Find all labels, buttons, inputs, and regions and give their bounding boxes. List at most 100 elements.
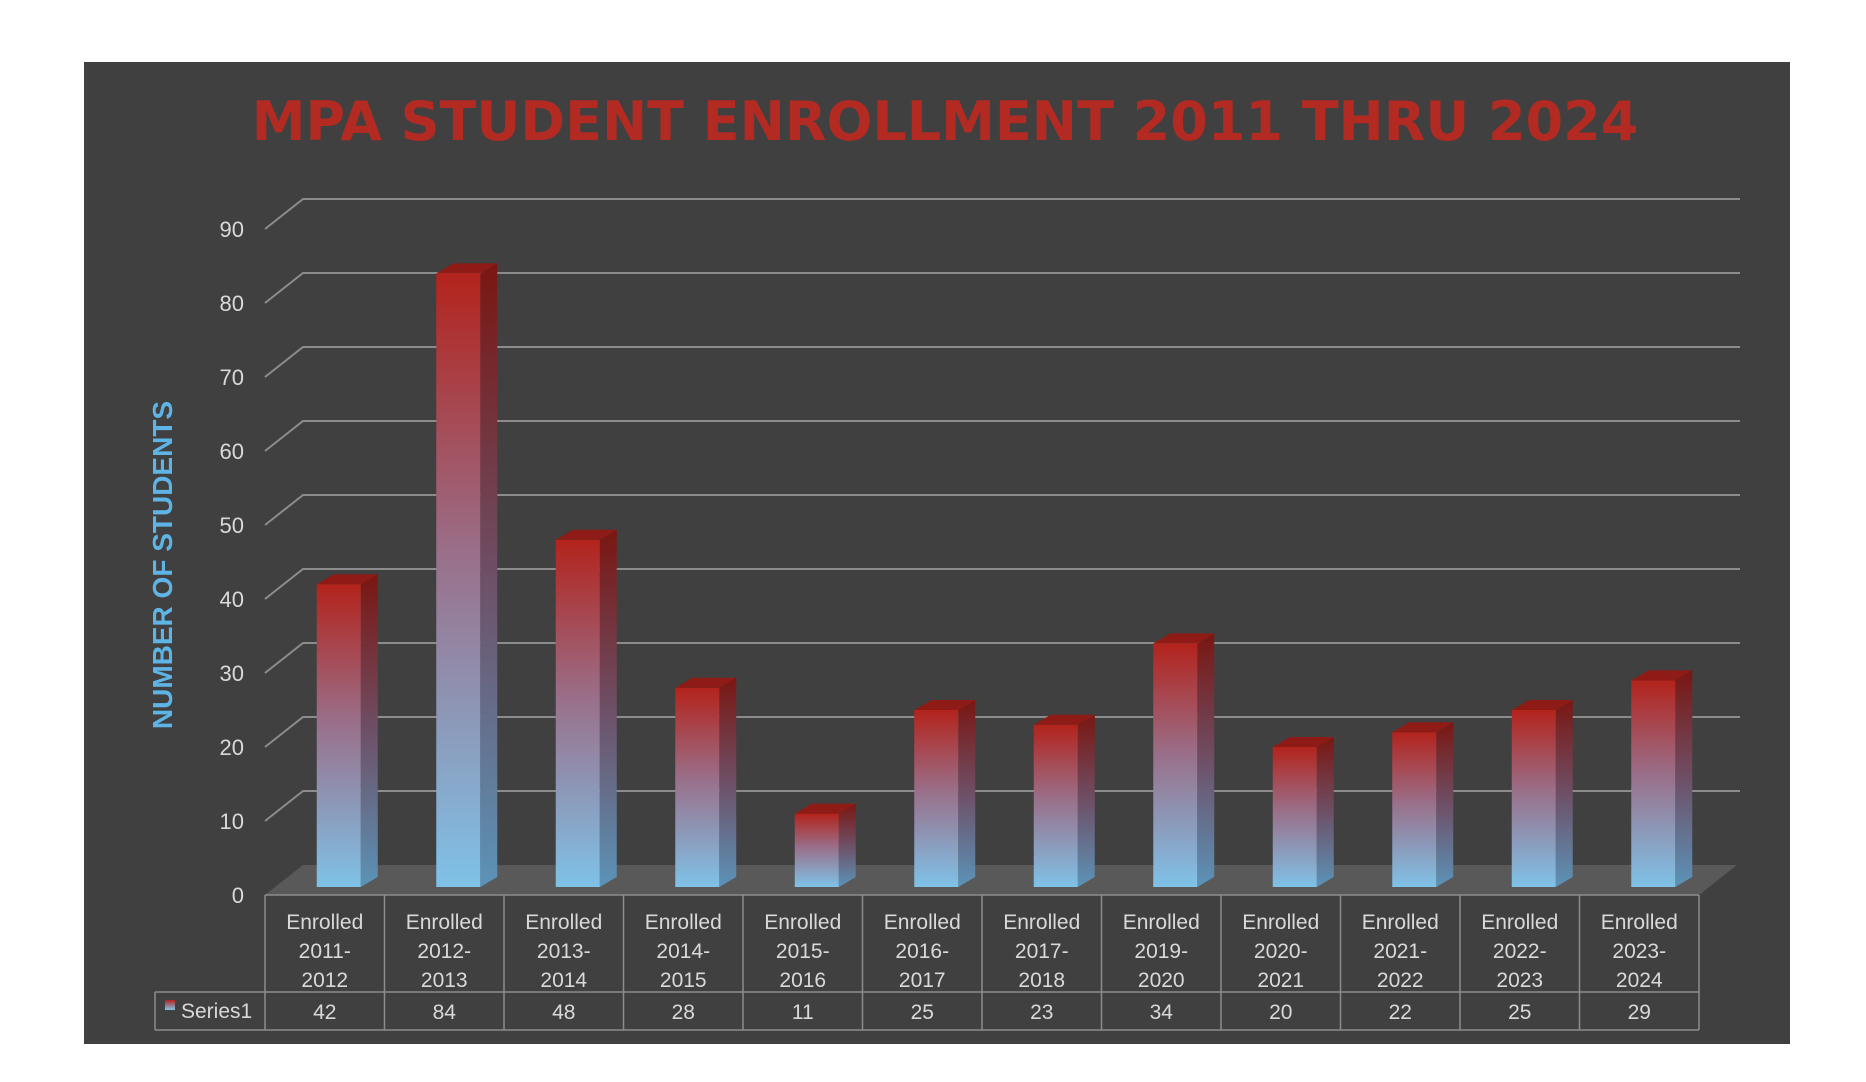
bar-top xyxy=(1033,714,1095,725)
bar-top xyxy=(1392,722,1454,733)
chart-title: MPA STUDENT ENROLLMENT 2011 THRU 2024 xyxy=(252,90,1639,153)
gridline xyxy=(264,568,1740,600)
bar-top xyxy=(1153,633,1215,644)
data-value-label: 84 xyxy=(433,1001,457,1024)
bar-side xyxy=(360,574,378,887)
bar-side xyxy=(1555,700,1573,887)
category-label: Enrolled xyxy=(1362,911,1439,934)
y-tick-label: 0 xyxy=(232,883,244,908)
y-tick-label: 10 xyxy=(220,809,244,834)
category-label: 2016- xyxy=(895,940,949,963)
y-tick-label: 60 xyxy=(220,439,244,464)
y-axis-ticks: 0 10 20 30 40 50 60 70 80 90 xyxy=(220,217,244,908)
category-label: 2020 xyxy=(1138,969,1185,992)
bar xyxy=(1153,633,1215,887)
category-label: 2014- xyxy=(656,940,710,963)
category-label: 2015 xyxy=(660,969,707,992)
data-value-label: 20 xyxy=(1269,1001,1292,1024)
legend-key xyxy=(165,1000,175,1010)
bar-front xyxy=(914,710,959,887)
bar-side xyxy=(838,803,856,887)
y-tick-label: 30 xyxy=(220,661,244,686)
bar xyxy=(436,263,498,887)
data-value-label: 22 xyxy=(1389,1001,1412,1024)
bar xyxy=(794,803,856,887)
data-value-label: 29 xyxy=(1628,1001,1651,1024)
category-label: 2022 xyxy=(1377,969,1424,992)
bar-top xyxy=(914,700,976,710)
data-table: Enrolled 2011- 2012 Enrolled 2012- 2013 Enroll… xyxy=(154,894,1700,1031)
gridlines xyxy=(264,198,1740,822)
category-label: 2022- xyxy=(1493,940,1547,963)
bar-front xyxy=(316,584,361,887)
bar-side xyxy=(719,677,737,887)
y-tick-label: 80 xyxy=(220,291,244,316)
category-label: 2013 xyxy=(421,969,468,992)
bar-side xyxy=(480,263,498,887)
category-label: 2017 xyxy=(899,969,946,992)
bar-top xyxy=(436,263,498,274)
gridline xyxy=(264,198,1740,230)
bar-side xyxy=(1675,670,1693,887)
category-label: Enrolled xyxy=(1123,911,1200,934)
category-label: Enrolled xyxy=(884,911,961,934)
bar-front xyxy=(1033,724,1078,887)
legend-series-name: Series1 xyxy=(181,1000,252,1023)
category-label: 2018 xyxy=(1018,969,1065,992)
bar-side xyxy=(1077,714,1095,887)
bar-side xyxy=(1436,722,1454,887)
category-label: Enrolled xyxy=(1481,911,1558,934)
data-value-label: 42 xyxy=(313,1001,336,1024)
bars xyxy=(316,263,1693,887)
category-label: Enrolled xyxy=(1003,911,1080,934)
category-label: Enrolled xyxy=(525,911,602,934)
category-label: 2023 xyxy=(1496,969,1543,992)
category-label: 2017- xyxy=(1015,940,1069,963)
gridline xyxy=(264,420,1740,452)
category-label: 2016 xyxy=(779,969,826,992)
y-axis-label: NUMBER OF STUDENTS xyxy=(147,401,178,729)
bar-top xyxy=(794,803,856,814)
category-label: Enrolled xyxy=(645,911,722,934)
data-value-label: 28 xyxy=(672,1001,695,1024)
category-label: 2021- xyxy=(1373,940,1427,963)
bar-front xyxy=(1272,747,1317,887)
bar-side xyxy=(599,529,617,887)
gridline xyxy=(264,346,1740,378)
bar-side xyxy=(1316,737,1334,887)
category-label: Enrolled xyxy=(286,911,363,934)
bar-top xyxy=(675,677,737,688)
category-label: Enrolled xyxy=(406,911,483,934)
bar xyxy=(675,677,737,887)
y-tick-label: 90 xyxy=(220,217,244,242)
y-tick-label: 50 xyxy=(220,513,244,538)
bar-front xyxy=(1631,680,1676,887)
bar xyxy=(1272,737,1334,887)
data-value-label: 25 xyxy=(1508,1001,1531,1024)
category-label: 2019- xyxy=(1134,940,1188,963)
bar xyxy=(1631,670,1693,887)
bar xyxy=(914,700,976,887)
category-label: 2012 xyxy=(301,969,348,992)
category-label: 2021 xyxy=(1257,969,1304,992)
y-tick-label: 40 xyxy=(220,587,244,612)
category-label: 2020- xyxy=(1254,940,1308,963)
gridline xyxy=(264,790,1740,822)
bar-top xyxy=(316,574,378,585)
floor-plane xyxy=(265,865,1737,895)
category-label: 2013- xyxy=(537,940,591,963)
bar xyxy=(1033,714,1095,887)
gridline xyxy=(264,272,1740,304)
data-value-label: 25 xyxy=(911,1001,934,1024)
bar-top xyxy=(1272,737,1334,747)
category-label: Enrolled xyxy=(1242,911,1319,934)
data-value-label: 48 xyxy=(552,1001,575,1024)
category-label: 2023- xyxy=(1612,940,1666,963)
category-label: Enrolled xyxy=(764,911,841,934)
y-tick-label: 20 xyxy=(220,735,244,760)
bar-top xyxy=(1511,700,1573,710)
bar xyxy=(555,529,617,887)
gridline xyxy=(264,494,1740,526)
bar xyxy=(1392,722,1454,887)
